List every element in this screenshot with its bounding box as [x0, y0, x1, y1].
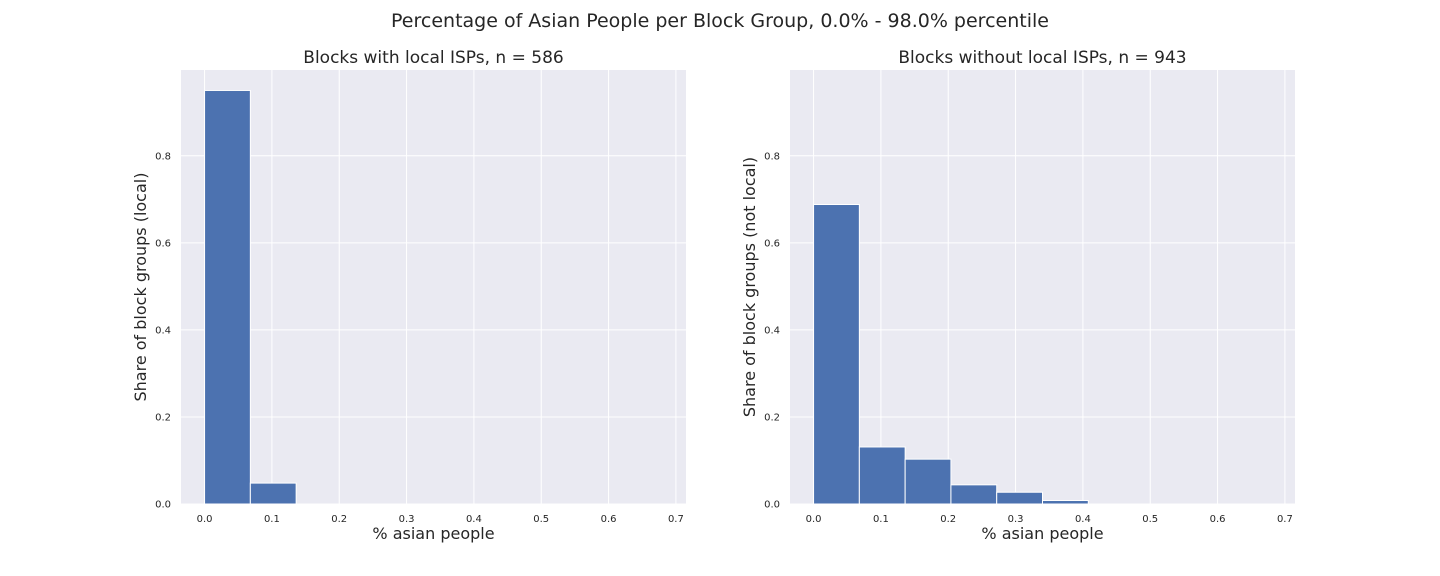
bar-not-local-5 — [1042, 500, 1089, 505]
bar-local-1 — [249, 482, 297, 505]
y-tick-label-local-3: 0.6 — [155, 238, 171, 249]
x-tick-label-not-local-1: 0.1 — [873, 514, 889, 525]
x-tick-label-local-7: 0.7 — [668, 514, 684, 525]
bar-not-local-4 — [996, 491, 1043, 505]
y-tick-label-not-local-2: 0.4 — [764, 325, 780, 336]
figure-suptitle: Percentage of Asian People per Block Gro… — [391, 10, 1049, 32]
bars-local — [204, 89, 297, 505]
y-tick-label-local-2: 0.4 — [155, 325, 171, 336]
x-tick-label-local-6: 0.6 — [601, 514, 617, 525]
x-tick-label-not-local-2: 0.2 — [940, 514, 956, 525]
y-tick-label-local-1: 0.2 — [155, 412, 171, 423]
panel-title-not-local: Blocks without local ISPs, n = 943 — [898, 48, 1186, 68]
tick-labels-not-local: 0.0 0.1 0.2 0.3 0.4 0.5 0.6 0.7 0.0 0.2 0.4 0.6 0.8 — [764, 151, 1293, 525]
y-tick-label-not-local-3: 0.6 — [764, 238, 780, 249]
gridlines-not-local — [790, 70, 1295, 505]
y-tick-label-local-0: 0.0 — [155, 500, 171, 511]
bar-local-0 — [204, 89, 251, 505]
x-tick-label-not-local-7: 0.7 — [1277, 514, 1293, 525]
x-tick-label-local-0: 0.0 — [197, 514, 213, 525]
y-tick-label-not-local-0: 0.0 — [764, 500, 780, 511]
histogram-panel-not-local: 0.0 0.1 0.2 0.3 0.4 0.5 0.6 0.70.00.20.40.60.8 … — [740, 48, 1295, 543]
x-tick-label-local-4: 0.4 — [466, 514, 482, 525]
tick-labels-local: 0.0 0.1 0.2 0.3 0.4 0.5 0.6 0.7 0.0 0.2 0.4 0.6 0.8 — [155, 151, 684, 525]
histogram-panel-local: 0.0 0.1 0.2 0.3 0.4 0.5 0.6 0.70.00.20.40.60.8 … — [131, 48, 686, 543]
plot-area-local — [181, 70, 686, 504]
y-tick-label-local-4: 0.8 — [155, 151, 171, 162]
y-axis-label-not-local: Share of block groups (not local) — [740, 157, 759, 417]
x-tick-label-local-1: 0.1 — [264, 514, 280, 525]
x-tick-label-local-5: 0.5 — [533, 514, 549, 525]
x-tick-label-not-local-3: 0.3 — [1008, 514, 1024, 525]
y-axis-label-local: Share of block groups (local) — [131, 173, 150, 402]
y-tick-label-not-local-4: 0.8 — [764, 151, 780, 162]
bars-not-local — [813, 204, 1089, 505]
x-tick-label-not-local-4: 0.4 — [1075, 514, 1091, 525]
bar-not-local-3 — [950, 484, 998, 505]
x-tick-label-local-2: 0.2 — [331, 514, 347, 525]
bar-not-local-2 — [904, 458, 952, 505]
x-axis-label-local: % asian people — [372, 524, 494, 543]
bar-not-local-0 — [813, 204, 860, 505]
y-tick-label-not-local-1: 0.2 — [764, 412, 780, 423]
x-tick-label-local-3: 0.3 — [399, 514, 415, 525]
x-tick-label-not-local-5: 0.5 — [1142, 514, 1158, 525]
x-tick-label-not-local-0: 0.0 — [806, 514, 822, 525]
x-tick-label-not-local-6: 0.6 — [1210, 514, 1226, 525]
panel-title-local: Blocks with local ISPs, n = 586 — [303, 48, 563, 68]
bar-not-local-1 — [858, 446, 906, 505]
x-axis-label-not-local: % asian people — [981, 524, 1103, 543]
plot-area-not-local — [790, 70, 1295, 504]
gridlines-local — [181, 70, 686, 505]
